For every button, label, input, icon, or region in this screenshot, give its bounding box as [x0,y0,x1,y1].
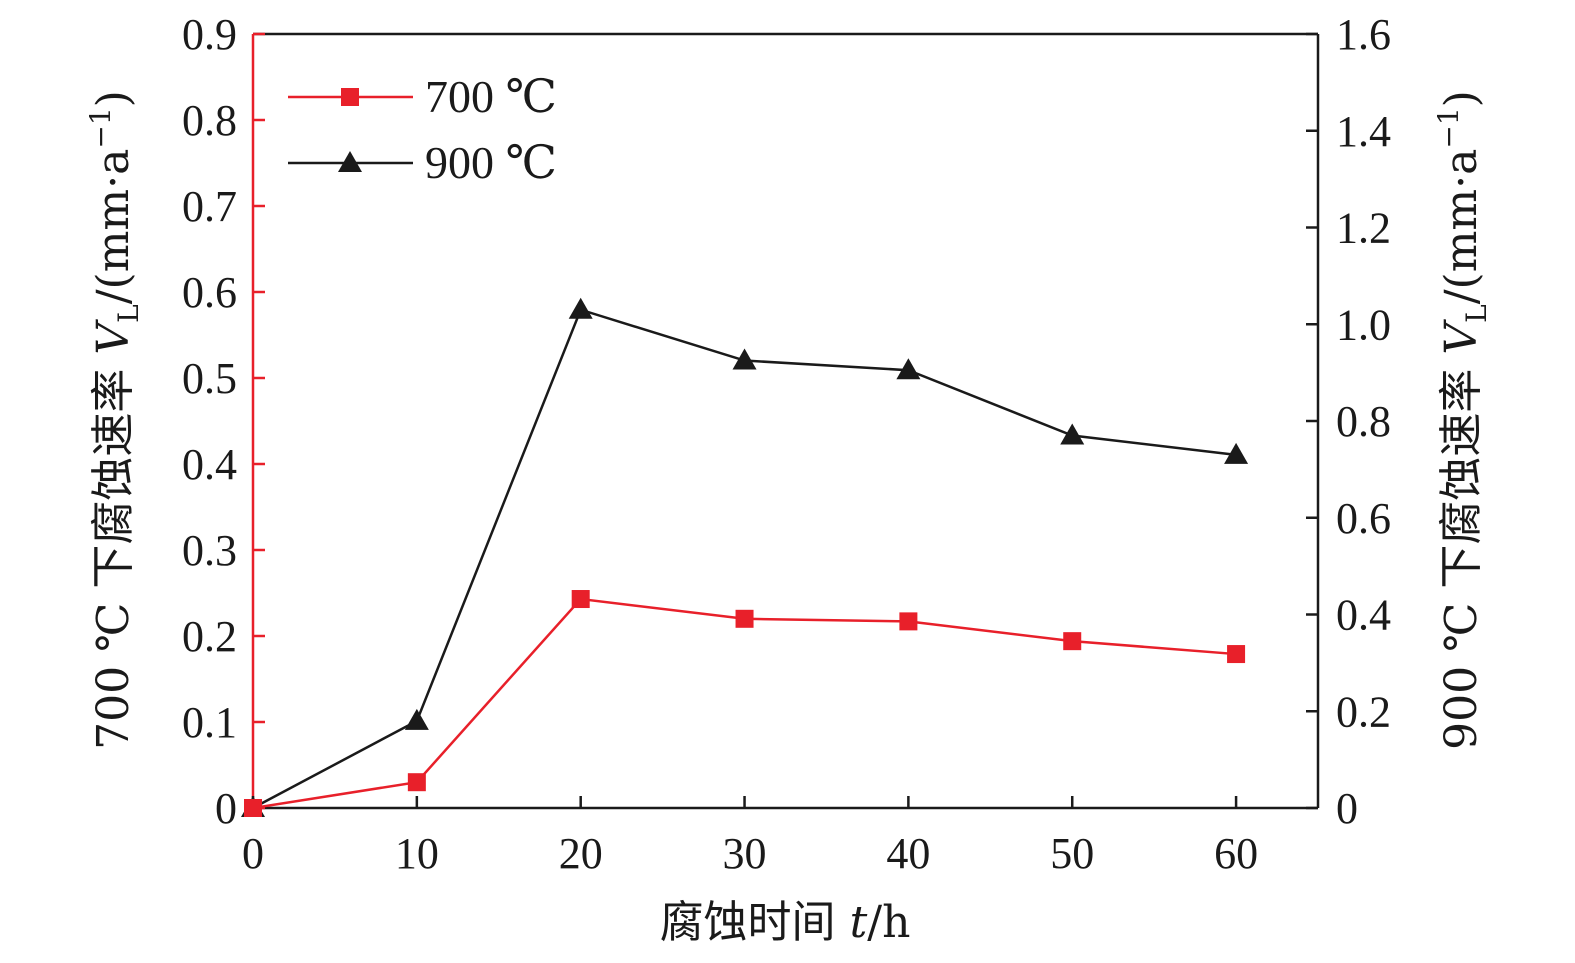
axis-ticks: 0 10 20 30 40 50 60 0 0.1 0.2 0.3 0.4 0.5 0.6 0.7 0.8 0.… [182,10,1391,878]
y-right-tick-label: 0.2 [1336,687,1391,736]
legend-item-700-marker [341,88,359,106]
y-right-axis-title: 900 ℃ 下腐蚀速率 VL/(mm·a−1) [1432,90,1493,750]
y-right-tick-label: 1.2 [1336,204,1391,253]
y-right-tick-label: 0.8 [1336,397,1391,446]
y-left-title-var: V [88,319,139,355]
series-700-point [1063,632,1082,651]
x-axis-title-unit: /h [867,897,910,948]
legend-item-700: 700 ℃ [288,71,557,122]
series-900 [241,297,1249,817]
x-axis-title: 腐蚀时间 t/h [660,897,911,948]
y-left-tick-label: 0.8 [182,96,237,145]
y-left-tick-label: 0.5 [182,354,237,403]
legend: 700 ℃ 900 ℃ [288,71,557,188]
series-900-point [1224,442,1249,464]
y-left-tick-label: 0.7 [182,182,237,231]
y-right-tick-label: 0 [1336,784,1358,833]
y-left-tick-label: 0.2 [182,612,237,661]
x-tick-label: 50 [1050,829,1094,878]
y-right-tick-label: 1.0 [1336,300,1391,349]
y-right-title-close: ) [1436,90,1487,107]
legend-item-700-label: 700 ℃ [425,71,557,122]
x-tick-label: 30 [723,829,767,878]
y-left-tick-label: 0.1 [182,698,237,747]
series-700-point [571,590,590,609]
series-900-point [896,358,921,380]
series-700-point [1227,645,1246,664]
series-900-point [568,297,593,319]
x-axis-title-var: t [850,897,868,948]
y-right-tick-label: 0.6 [1336,494,1391,543]
legend-item-900-marker [338,151,362,172]
y-left-tick-label: 0.3 [182,526,237,575]
y-right-tick-label: 1.6 [1336,10,1391,59]
y-left-tick-label: 0.6 [182,268,237,317]
series-700-point [899,612,918,631]
legend-item-900-label: 900 ℃ [425,137,557,188]
y-right-title-unit: /(mm·a [1436,149,1487,305]
series-900-point [404,708,429,730]
series-700 [244,590,1246,817]
y-right-title-prefix: 900 ℃ 下腐蚀速率 [1436,355,1487,750]
series-900-point [1060,423,1085,445]
y-left-tick-label: 0.9 [182,10,237,59]
y-left-title-sup: −1 [84,107,117,148]
series-700-point [735,609,754,628]
y-right-tick-label: 1.4 [1336,107,1391,156]
x-tick-label: 0 [242,829,264,878]
y-left-axis-title: 700 ℃ 下腐蚀速率 VL/(mm·a−1) [84,90,145,750]
series-900-line [252,308,1237,810]
series-layer [241,297,1249,817]
x-tick-label: 60 [1214,829,1258,878]
y-left-title-sub: L [112,304,145,323]
x-tick-label: 20 [559,829,603,878]
y-left-title-unit: /(mm·a [88,149,139,305]
y-left-title-prefix: 700 ℃ 下腐蚀速率 [88,355,139,750]
series-700-line [252,597,1237,810]
legend-item-900: 900 ℃ [288,137,557,188]
x-tick-label: 10 [395,829,439,878]
series-700-point [407,773,426,792]
x-tick-label: 40 [886,829,930,878]
y-right-title-var: V [1436,319,1487,355]
plot-frame [251,32,1320,810]
y-left-tick-label: 0.4 [182,440,237,489]
y-left-tick-label: 0 [215,784,237,833]
series-700-point [244,799,262,817]
y-left-title-close: ) [88,90,139,107]
y-right-title-sup: −1 [1432,107,1465,148]
series-900-point [732,348,757,370]
x-axis-title-main: 腐蚀时间 [660,897,850,948]
y-right-tick-label: 0.4 [1336,591,1391,640]
y-right-title-sub: L [1460,304,1493,323]
